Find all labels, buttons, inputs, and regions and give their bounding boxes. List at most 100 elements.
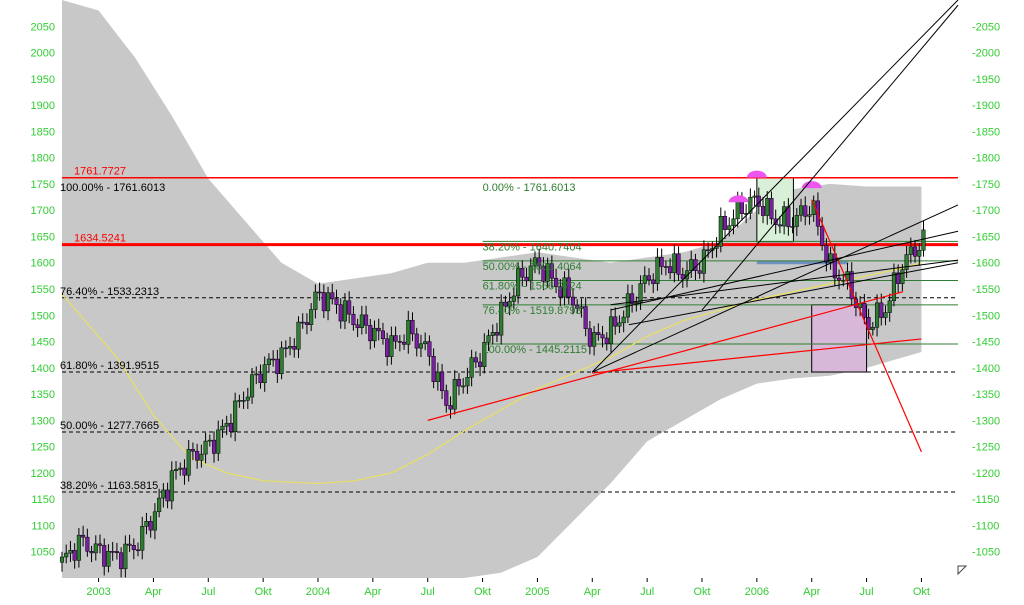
candle-body — [490, 332, 495, 336]
candle-body — [499, 301, 504, 336]
candle-body — [782, 206, 787, 227]
dome-marker — [728, 195, 749, 203]
y-tick-label-right: -2000 — [972, 48, 1000, 60]
candle-body — [347, 300, 352, 315]
candle-body — [237, 400, 242, 402]
fib-left-label: 61.80% - 1391.9515 — [60, 360, 159, 372]
candle-body — [68, 550, 73, 554]
y-tick-label-right: -1250 — [972, 442, 1000, 454]
y-tick-label-left: 1150 — [31, 494, 55, 506]
x-tick-label: Jul — [201, 586, 215, 598]
candle-body — [351, 313, 356, 326]
x-tick-label: 2006 — [745, 586, 769, 598]
candle-body — [874, 302, 880, 328]
candle-body — [313, 291, 318, 310]
x-tick-label: Okt — [693, 586, 710, 598]
candle-body — [891, 272, 896, 302]
candle-body — [630, 293, 635, 304]
candle-body — [199, 453, 204, 461]
y-tick-label-left: 1600 — [31, 258, 55, 270]
candle-body — [836, 277, 842, 281]
candle-body — [444, 390, 449, 406]
y-tick-label-left: 2000 — [31, 48, 55, 60]
candle-body — [207, 439, 212, 442]
candle-body — [862, 303, 867, 318]
candle-body — [807, 214, 812, 217]
x-tick-label: Apr — [803, 586, 820, 598]
candle-body — [321, 292, 326, 312]
candle-body — [596, 332, 601, 335]
fib-right-label: 0.00% - 1761.6013 — [483, 182, 576, 194]
candle-body — [663, 266, 668, 268]
y-tick-label-right: -1400 — [972, 363, 1000, 375]
fib-left-label: 100.00% - 1761.6013 — [60, 182, 165, 194]
support-trend-line — [592, 338, 922, 374]
candle-body — [853, 298, 858, 308]
candle-body — [431, 355, 436, 383]
x-tick-label: Apr — [364, 586, 381, 598]
y-tick-label-right: -1100 — [972, 520, 999, 532]
candle-body — [659, 257, 664, 267]
candle-body — [482, 342, 487, 367]
candle-body — [478, 361, 483, 367]
y-tick-label-left: 1850 — [31, 126, 55, 138]
candle-body — [769, 198, 774, 220]
candle-body — [152, 511, 157, 531]
candle-body — [752, 195, 757, 198]
candle-body — [452, 379, 457, 410]
y-tick-label-right: -1500 — [972, 310, 1000, 322]
candle-body — [64, 552, 69, 558]
candle-body — [668, 266, 673, 274]
candle-body — [342, 300, 347, 322]
candle-body — [760, 206, 766, 216]
red-level-label: 1761.7727 — [74, 166, 126, 178]
y-tick-label-right: -1600 — [972, 258, 1000, 270]
candle-body — [81, 534, 86, 538]
support-trend-line — [427, 291, 904, 421]
candle-body — [173, 469, 179, 472]
candle-body — [258, 373, 263, 383]
candle-body — [461, 385, 466, 388]
candle-body — [140, 526, 145, 551]
candle-body — [275, 358, 280, 375]
fib-right-label: 100.00% - 1445.2115 — [483, 344, 587, 356]
candle-body — [655, 257, 660, 284]
candle-body — [355, 324, 360, 328]
candle-body — [406, 320, 411, 345]
candle-body — [845, 271, 850, 281]
candle-body — [249, 374, 255, 398]
fib-right-label: 61.80% - 1566.0724 — [483, 281, 582, 293]
candle-body — [921, 229, 926, 251]
candle-body — [697, 270, 702, 274]
candle-body — [824, 245, 829, 263]
y-tick-label-right: -1650 — [972, 231, 1000, 243]
candle-body — [722, 215, 728, 230]
candle-body — [190, 449, 195, 452]
y-tick-label-right: -1900 — [972, 100, 1000, 112]
candle-body — [583, 306, 588, 329]
candle-body — [790, 226, 795, 228]
candle-body — [283, 347, 288, 350]
candle-body — [228, 422, 233, 432]
candle-body — [634, 302, 639, 304]
candle-body — [908, 246, 913, 255]
candle-body — [646, 275, 652, 281]
y-tick-label-right: -1150 — [972, 494, 999, 506]
resize-grip-icon[interactable] — [957, 565, 968, 576]
x-tick-label: 2003 — [86, 586, 110, 598]
candle-body — [372, 327, 377, 342]
candle-body — [220, 425, 225, 431]
candle-body — [182, 467, 187, 476]
y-tick-label-right: -1550 — [972, 284, 1000, 296]
candle-body — [592, 332, 597, 347]
candle-body — [102, 545, 107, 567]
y-tick-label-left: 1700 — [31, 205, 55, 217]
candle-body — [879, 302, 884, 318]
candle-body — [330, 292, 335, 300]
candle-body — [309, 309, 314, 325]
candle-body — [165, 489, 170, 502]
candle-body — [385, 338, 390, 357]
fib-right-label: 38.20% - 1640.7404 — [483, 241, 582, 253]
candle-body — [216, 429, 221, 454]
